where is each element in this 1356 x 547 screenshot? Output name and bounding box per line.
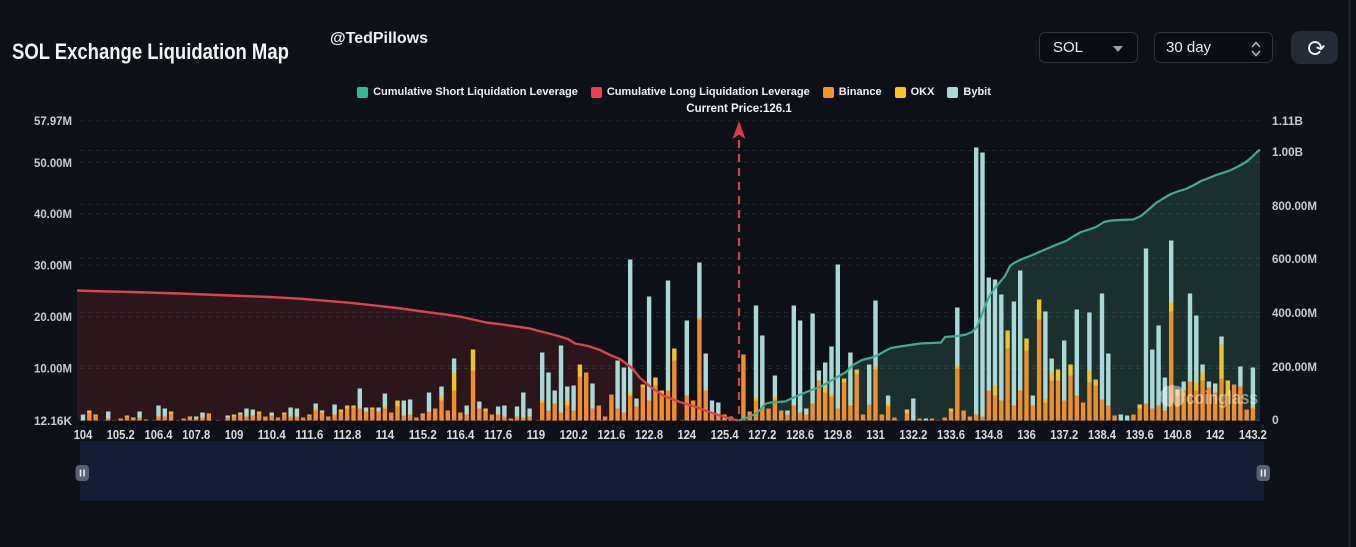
svg-text:137.2: 137.2 <box>1050 427 1078 442</box>
svg-text:129.8: 129.8 <box>824 427 852 442</box>
svg-text:57.97M: 57.97M <box>34 114 72 128</box>
svg-text:131: 131 <box>866 427 885 442</box>
svg-text:119: 119 <box>527 427 546 442</box>
svg-text:133.6: 133.6 <box>937 427 965 442</box>
svg-text:117.6: 117.6 <box>484 427 512 442</box>
svg-text:120.2: 120.2 <box>560 427 588 442</box>
svg-text:124: 124 <box>678 427 697 442</box>
svg-text:30.00M: 30.00M <box>34 259 72 273</box>
svg-text:116.4: 116.4 <box>446 427 475 442</box>
svg-text:50.00M: 50.00M <box>34 156 72 170</box>
svg-text:128.6: 128.6 <box>786 427 814 442</box>
svg-text:121.6: 121.6 <box>597 427 625 442</box>
svg-text:112.8: 112.8 <box>333 427 361 442</box>
svg-text:125.4: 125.4 <box>711 427 740 442</box>
svg-text:138.4: 138.4 <box>1088 427 1117 442</box>
svg-text:200.00M: 200.00M <box>1272 360 1317 374</box>
svg-text:111.6: 111.6 <box>295 427 323 442</box>
svg-text:134.8: 134.8 <box>975 427 1003 442</box>
svg-text:109: 109 <box>225 427 244 442</box>
svg-text:110.4: 110.4 <box>258 427 287 442</box>
svg-text:40.00M: 40.00M <box>34 207 72 221</box>
svg-text:12.16K: 12.16K <box>34 414 72 428</box>
svg-text:10.00M: 10.00M <box>34 362 72 376</box>
svg-text:600.00M: 600.00M <box>1272 252 1317 266</box>
svg-text:143.2: 143.2 <box>1239 427 1267 442</box>
svg-text:104: 104 <box>74 427 93 442</box>
svg-text:115.2: 115.2 <box>409 427 437 442</box>
svg-text:132.2: 132.2 <box>899 427 927 442</box>
svg-text:140.8: 140.8 <box>1164 427 1192 442</box>
svg-text:139.6: 139.6 <box>1126 427 1154 442</box>
svg-text:122.8: 122.8 <box>635 427 663 442</box>
svg-text:1.00B: 1.00B <box>1272 145 1303 159</box>
svg-text:400.00M: 400.00M <box>1272 306 1317 320</box>
svg-text:127.2: 127.2 <box>748 427 776 442</box>
svg-text:142: 142 <box>1206 427 1225 442</box>
svg-text:106.4: 106.4 <box>145 427 174 442</box>
svg-text:105.2: 105.2 <box>107 427 135 442</box>
svg-text:107.8: 107.8 <box>182 427 210 442</box>
svg-text:114: 114 <box>376 427 395 442</box>
svg-text:0: 0 <box>1272 413 1279 427</box>
svg-text:1.11B: 1.11B <box>1272 114 1303 128</box>
svg-text:20.00M: 20.00M <box>34 310 72 324</box>
svg-text:coinglass: coinglass <box>1186 388 1258 408</box>
svg-text:800.00M: 800.00M <box>1272 199 1317 213</box>
svg-text:136: 136 <box>1017 427 1036 442</box>
